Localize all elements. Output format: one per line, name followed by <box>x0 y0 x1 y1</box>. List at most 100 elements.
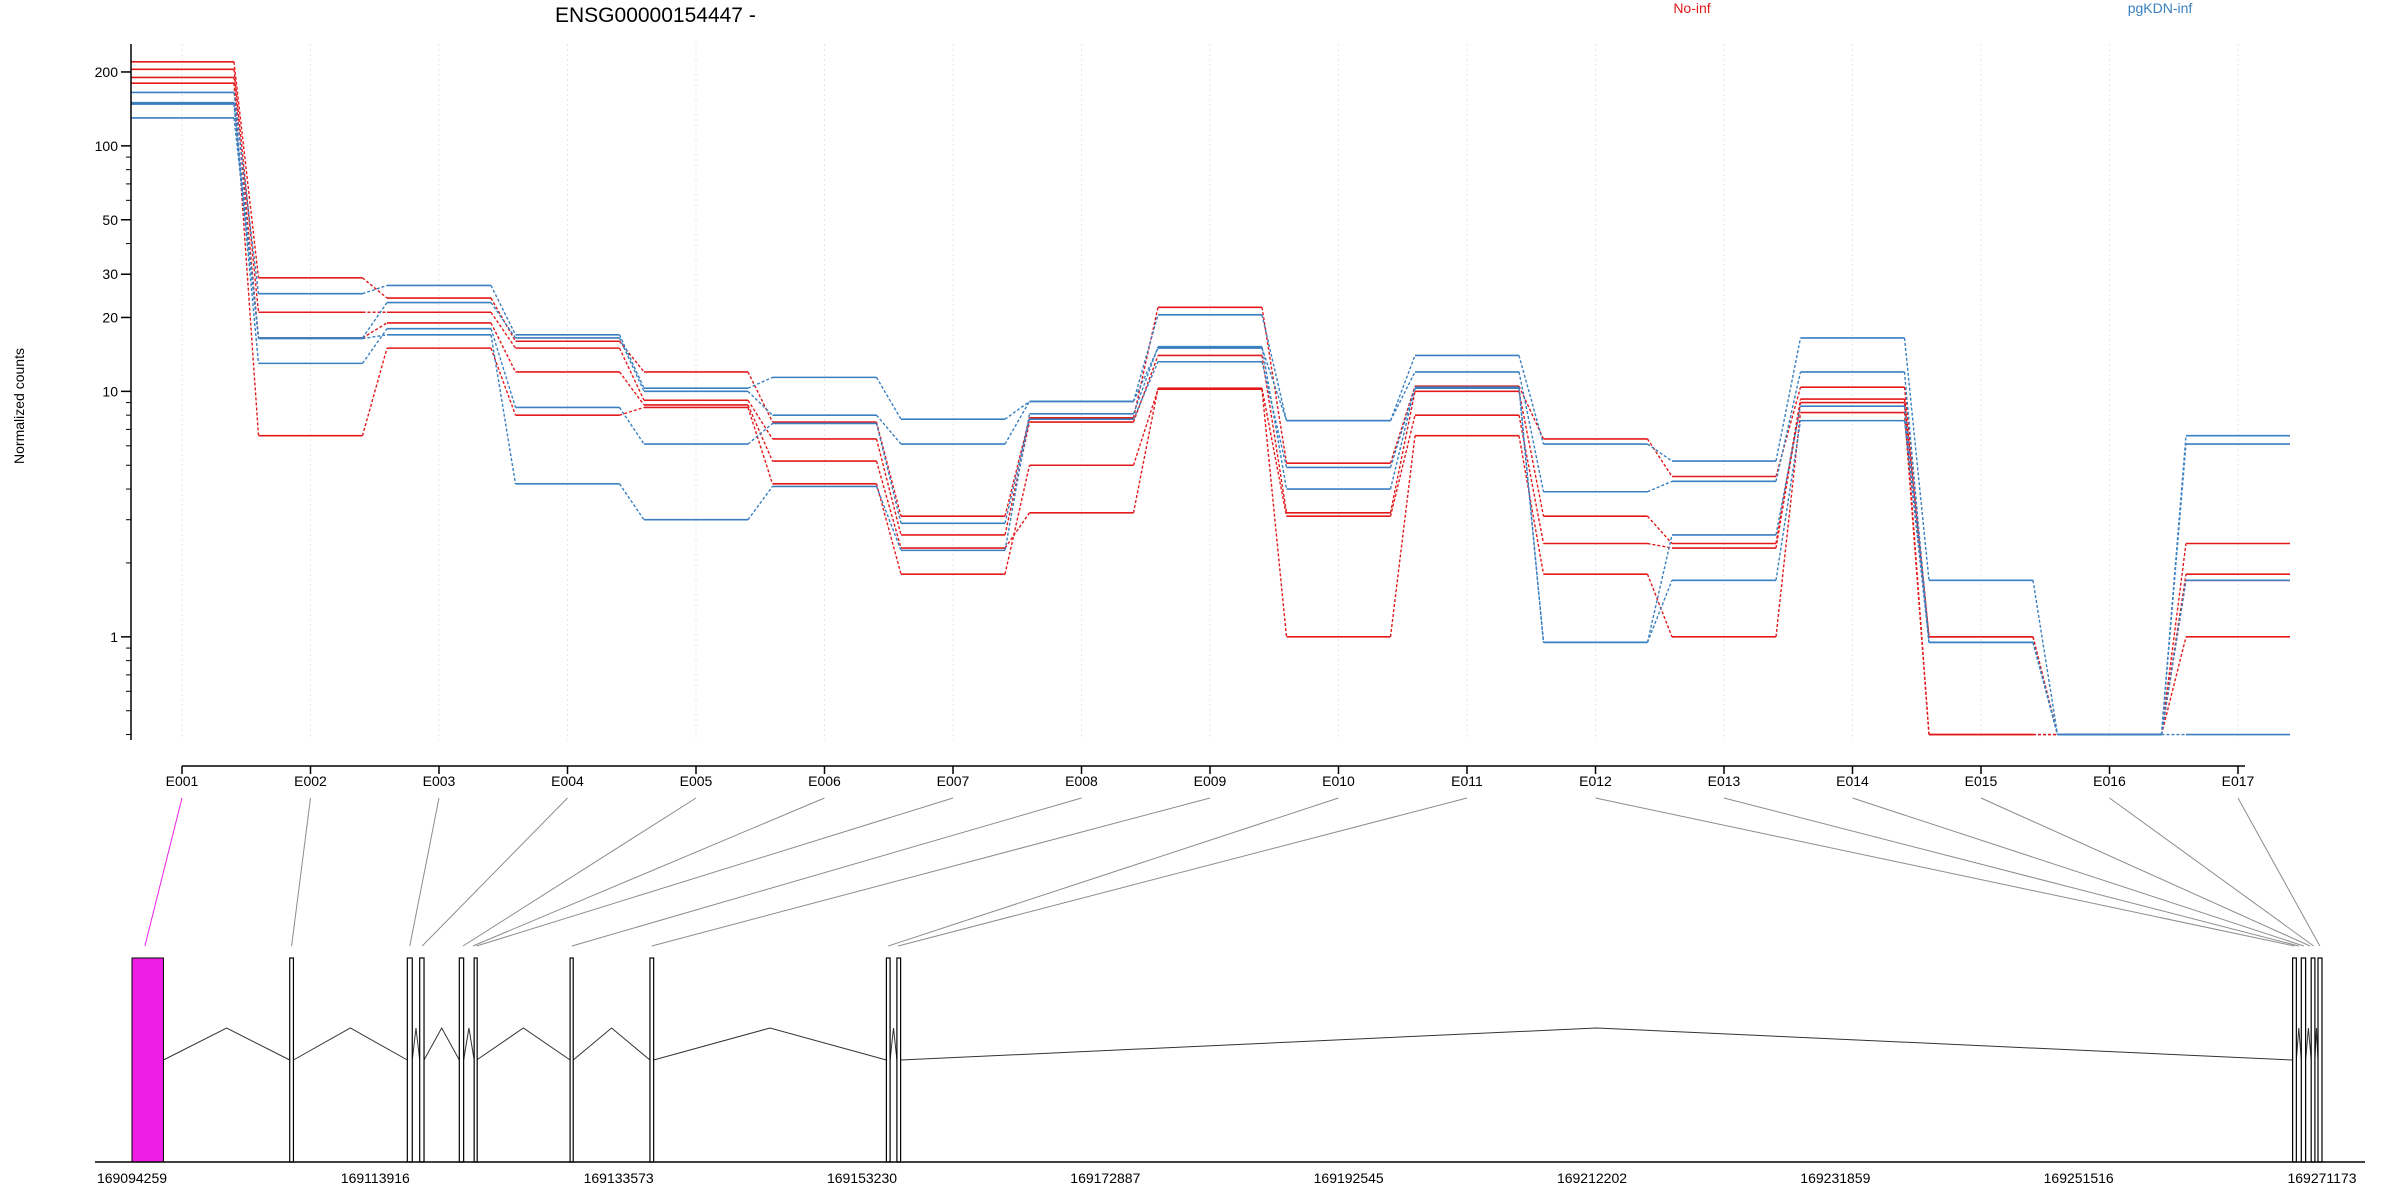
exon-8 <box>649 957 655 1163</box>
series-7-connector <box>875 423 902 524</box>
y-axis-label: Normalized counts <box>11 348 27 464</box>
series-2-connector <box>1389 391 1416 513</box>
series-1-connector <box>1646 438 1673 477</box>
series-4-connector <box>747 407 774 485</box>
exon-14 <box>2317 957 2323 1163</box>
series-2-connector <box>1518 391 1545 517</box>
series-5-connector <box>490 285 517 336</box>
series-6-connector <box>747 390 773 416</box>
series-7-connector <box>1132 361 1159 420</box>
series-1-connector <box>875 421 902 517</box>
series-5-connector <box>1775 337 1802 462</box>
link-e003 <box>409 797 440 947</box>
x-tick-label-e006: E006 <box>808 773 841 789</box>
series-6-connector <box>1261 347 1288 421</box>
link-e004 <box>421 797 568 947</box>
series-5-connector <box>2032 580 2059 735</box>
series-8-connector <box>233 117 260 339</box>
series-2-connector <box>875 438 902 536</box>
exon-4 <box>419 957 425 1163</box>
link-e005 <box>462 797 697 947</box>
series-6-connector <box>1389 371 1416 421</box>
series-4-connector <box>490 347 517 416</box>
series-3-connector <box>490 322 517 373</box>
x-tick-label-e009: E009 <box>1194 773 1227 789</box>
series-3-connector <box>1004 512 1031 549</box>
link-e015 <box>1980 797 2311 947</box>
series-7-connector <box>361 328 388 364</box>
link-e013 <box>1723 797 2299 947</box>
series-1-connector <box>1004 417 1031 517</box>
series-2-connector <box>747 399 774 440</box>
exon-11 <box>2292 957 2297 1163</box>
series-8-connector <box>1775 420 1802 581</box>
y-axis-ticks: 1 10 20 30 50 100 200 <box>95 64 131 736</box>
y-tick-label-20: 20 <box>102 309 118 325</box>
series-4-connector <box>361 347 388 436</box>
intron-4 <box>423 1026 460 1061</box>
x-tick-label-e007: E007 <box>937 773 970 789</box>
intron-7 <box>572 1027 651 1061</box>
series-1-connector <box>2160 543 2187 735</box>
link-e002 <box>291 797 311 947</box>
link-e001 <box>144 797 183 947</box>
x-tick-label-e004: E004 <box>551 773 584 789</box>
y-tick-label-200: 200 <box>95 64 119 80</box>
series-1-connector <box>1261 307 1288 464</box>
coordinate-label-7: 169212202 <box>1557 1170 1627 1186</box>
x-tick-label-e012: E012 <box>1579 773 1612 789</box>
intron-12 <box>2305 1027 2312 1061</box>
legend-label-pgkdn-inf: pgKDN-inf <box>2128 0 2193 16</box>
series-6-connector <box>1518 371 1545 492</box>
series-7-connector <box>618 407 645 445</box>
coordinate-label-10: 169271173 <box>2287 1170 2356 1186</box>
x-tick-label-e014: E014 <box>1836 773 1869 789</box>
link-e017 <box>2237 797 2321 947</box>
intron-10 <box>900 1027 2293 1061</box>
series-1-no-inf <box>131 61 2290 736</box>
x-axis-ticks: E001 E002 E003 E004 E005 E006 E007 E008 E009 E010… <box>166 766 2255 789</box>
link-e012 <box>1595 797 2295 947</box>
intron-1 <box>163 1027 290 1061</box>
link-e009 <box>651 797 1211 947</box>
series-6-connector <box>875 414 902 445</box>
series-5-connector <box>362 284 388 295</box>
series-1-connector <box>1132 307 1159 418</box>
series-3-connector <box>875 460 902 549</box>
coordinate-label-3: 169133573 <box>584 1170 654 1186</box>
series-1-connector <box>490 297 517 342</box>
exon-1 <box>131 957 164 1163</box>
series-4-connector <box>1646 573 1673 638</box>
series-4-connector <box>233 83 260 436</box>
coordinate-label-6: 169192545 <box>1314 1170 1384 1186</box>
intron-9 <box>889 1027 898 1061</box>
series-3-connector <box>1261 388 1288 517</box>
coordinate-label-5: 169172887 <box>1070 1170 1140 1186</box>
exon-12 <box>2300 957 2307 1163</box>
gridlines <box>181 44 2239 740</box>
series-2-connector <box>490 311 517 349</box>
series-8-connector <box>490 334 517 484</box>
series-5-connector <box>1004 400 1030 420</box>
gene-model <box>131 957 2323 1163</box>
x-tick-label-e015: E015 <box>1965 773 1998 789</box>
x-tick-label-e013: E013 <box>1708 773 1741 789</box>
exon-10 <box>896 957 902 1163</box>
series-7-connector <box>1646 534 1673 643</box>
exon-5 <box>458 957 465 1163</box>
exon-bin-links <box>144 797 2321 947</box>
series-3-connector <box>618 371 645 406</box>
series-7-connector <box>1261 361 1288 468</box>
series-5-connector <box>875 377 902 420</box>
series-5-connector <box>747 376 773 389</box>
series-6-connector <box>2160 443 2187 735</box>
series-4-connector <box>1261 389 1288 637</box>
y-tick-label-1: 1 <box>110 629 118 645</box>
series-7-connector <box>490 328 517 408</box>
series-4-connector <box>1132 389 1159 466</box>
series-8-connector <box>875 486 902 551</box>
coordinate-label-4: 169153230 <box>827 1170 897 1186</box>
genomic-coordinate-axis: 169094259 169113916 169133573 169153230 1691… <box>95 1161 2365 1186</box>
series-3-connector <box>1132 388 1159 513</box>
series-lines <box>131 61 2290 736</box>
